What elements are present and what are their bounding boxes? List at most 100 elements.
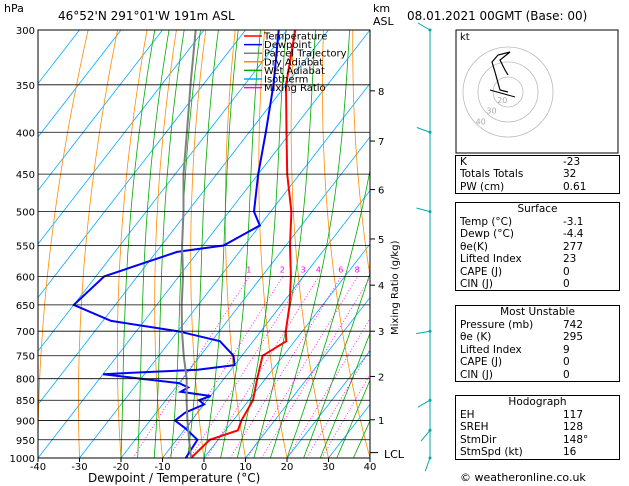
- mixing-ratio-label: 20: [410, 265, 420, 274]
- temp-tick-label: -30: [71, 462, 87, 473]
- legend-label: Parcel Trajectory: [264, 49, 347, 60]
- wind-barb: [420, 429, 431, 442]
- hpa-label: hPa: [4, 2, 24, 15]
- row-key: Pressure (mb): [460, 319, 534, 331]
- mixing-ratio-line: [132, 276, 250, 458]
- dry-adiabat: [352, 30, 370, 279]
- mixing-ratio-label: 6: [338, 265, 343, 274]
- indices-rows: K -23 Totals Totals 32 PW (cm) 0.61: [456, 156, 619, 193]
- row-value: 0: [563, 356, 570, 369]
- pressure-tick-label: 400: [16, 128, 35, 139]
- wind-barb: [424, 457, 431, 472]
- series-dewpoint: [72, 30, 280, 458]
- km-tick-label: 2: [378, 372, 384, 383]
- temp-tick-label: -40: [30, 462, 46, 473]
- temp-tick-label: 40: [364, 462, 377, 473]
- hodograph-table: Hodograph EH 117 SREH 128 StmDir 148° StmSpd (…: [455, 395, 620, 460]
- hodograph-ring: [477, 61, 539, 123]
- row-value: 32: [563, 168, 577, 181]
- row-value: 117: [563, 409, 584, 421]
- legend-label: Mixing Ratio: [264, 83, 326, 94]
- row-value: -4.4: [563, 228, 584, 241]
- wet-adiabat: [120, 30, 156, 458]
- temp-tick-label: 20: [281, 462, 294, 473]
- surface-table: Surface Temp (°C) -3.1 Dewp (°C) -4.4 θe(K) 2…: [455, 202, 620, 292]
- isotherm-line: [38, 30, 80, 85]
- table-row: SREH 128: [456, 421, 619, 433]
- km-tick-label: 5: [378, 235, 384, 246]
- hodograph-ring-label: 20: [497, 96, 507, 105]
- row-key: Temp (°C): [460, 216, 513, 228]
- row-key: CIN (J): [460, 368, 493, 381]
- table-row: K -23: [456, 156, 619, 168]
- legend-label: Temperature: [263, 32, 327, 43]
- surface-rows: Temp (°C) -3.1 Dewp (°C) -4.4 θe(K) 277 Lifted…: [456, 216, 619, 290]
- row-key: Lifted Index: [460, 253, 522, 266]
- indices-table: K -23 Totals Totals 32 PW (cm) 0.61: [455, 155, 620, 195]
- wind-barb-base: [428, 329, 432, 333]
- km-tick-label: 4: [378, 281, 384, 292]
- pressure-tick-label: 950: [16, 436, 35, 447]
- hodograph-trace: [491, 51, 511, 93]
- hodograph-frame: [455, 29, 619, 154]
- wet-adiabat: [153, 30, 185, 458]
- table-row: Lifted Index 23: [456, 253, 619, 265]
- mixing-ratio-label: 2: [280, 265, 285, 274]
- most-unstable-title: Most Unstable: [500, 306, 575, 318]
- isotherm-line: [38, 30, 122, 138]
- temp-tick-label: 30: [322, 462, 335, 473]
- km-tick-label: 1: [378, 416, 384, 427]
- plot-frame: [37, 29, 371, 459]
- dry-adiabat: [116, 30, 148, 458]
- table-row: Dewp (°C) -4.4: [456, 228, 619, 240]
- hodograph-ring: [492, 76, 524, 108]
- row-value: 16: [563, 446, 577, 459]
- date-info: 08.01.2021 00GMT (Base: 00): [407, 9, 588, 23]
- wet-adiabat: [270, 30, 350, 458]
- wind-barb-base: [428, 28, 432, 32]
- pressure-tick-label: 300: [16, 26, 35, 37]
- pressure-tick-label: 650: [16, 301, 35, 312]
- row-key: Dewp (°C): [460, 228, 514, 241]
- pressure-tick-label: 850: [16, 396, 35, 407]
- row-value: 0.61: [563, 180, 587, 193]
- pressure-tick-label: 550: [16, 241, 35, 252]
- pressure-tick-label: 900: [16, 417, 35, 428]
- isotherm-line: [38, 30, 370, 458]
- hodograph-kt-label: kt: [460, 32, 470, 43]
- mixing-ratio-label: 3: [301, 265, 306, 274]
- row-key: θe (K): [460, 331, 492, 344]
- mixing-ratio-axis-label: Mixing Ratio (g/kg): [390, 240, 401, 335]
- wind-barb-base: [428, 428, 432, 432]
- wind-barb-base: [428, 398, 432, 402]
- row-value: -23: [563, 156, 581, 168]
- isotherm-line: [162, 189, 370, 458]
- mixing-ratio-label: 4: [316, 265, 321, 274]
- isotherm-line: [286, 350, 370, 458]
- km-tick-label: 7: [378, 137, 384, 148]
- table-row: Lifted Index 9: [456, 344, 619, 356]
- series-temperature: [190, 30, 297, 458]
- mixing-ratio-label: 8: [355, 265, 360, 274]
- wind-barb-base: [428, 210, 432, 214]
- wet-adiabat: [253, 30, 316, 458]
- wet-adiabat: [336, 379, 370, 458]
- wind-barb: [417, 399, 431, 408]
- table-row: CAPE (J) 0: [456, 356, 619, 368]
- wet-adiabat: [286, 168, 370, 458]
- wind-barb: [416, 207, 431, 213]
- km-label: km: [373, 2, 391, 15]
- pressure-tick-label: 350: [16, 81, 35, 92]
- pressure-tick-label: 700: [16, 327, 35, 338]
- table-row: EH 117: [456, 409, 619, 421]
- wind-barb-base: [428, 130, 432, 134]
- hodograph-ring-label: 40: [476, 117, 486, 126]
- legend-label: Wet Adiabat: [264, 66, 325, 77]
- wet-adiabat: [137, 30, 170, 458]
- dry-adiabat: [290, 30, 329, 458]
- isotherm-line: [79, 82, 370, 458]
- lcl-label: LCL: [384, 448, 404, 461]
- table-row: Temp (°C) -3.1: [456, 216, 619, 228]
- wind-barb: [417, 22, 431, 31]
